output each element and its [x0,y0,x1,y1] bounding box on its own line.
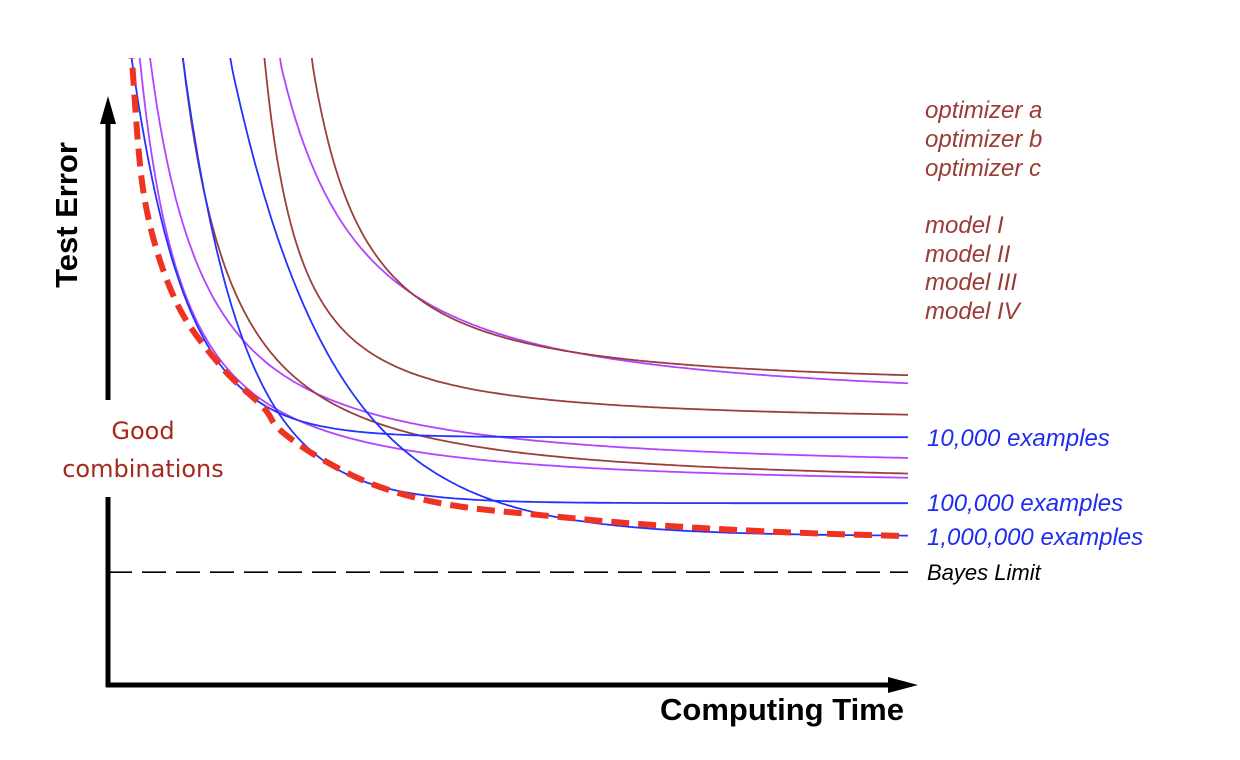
legend-blue: 10,000 examples 100,000 examples 1,000,0… [927,425,1143,551]
curve-10-000-examples [130,58,908,439]
y-axis-label: Test Error [49,142,84,288]
legend-bayes-limit: Bayes Limit [927,560,1042,585]
legend-100000-examples: 100,000 examples [927,490,1123,517]
curve-brown-curve-2 [263,58,909,416]
curve-purple-curve-3 [279,58,909,385]
legend-1000000-examples: 1,000,000 examples [927,524,1143,551]
good-combinations-line1: Good [111,417,174,445]
good-combinations-line2: combinations [62,455,224,483]
curves [128,58,909,540]
legend-optimizer-c: optimizer c [925,155,1041,182]
y-axis-arrow-icon [100,96,116,124]
curve-brown-curve-3 [310,58,909,377]
legend-model-2: model II [925,241,1011,268]
legend-model-3: model III [925,269,1017,296]
curve-purple-curve-2 [149,58,909,459]
legend-optimizer-b: optimizer b [925,126,1042,153]
legend-brown: optimizer a optimizer b optimizer c mode… [925,97,1042,325]
curve-brown-curve-1 [181,58,909,475]
curve-purple-curve-1 [138,58,909,479]
legend-10000-examples: 10,000 examples [927,425,1110,452]
x-axis-arrow-icon [888,677,918,693]
legend-model-4: model IV [925,298,1022,325]
good-combinations-envelope [128,58,909,540]
legend-model-1: model I [925,212,1004,239]
x-axis-label: Computing Time [660,692,904,727]
curve-100-000-examples [181,58,908,505]
legend-optimizer-a: optimizer a [925,97,1042,124]
